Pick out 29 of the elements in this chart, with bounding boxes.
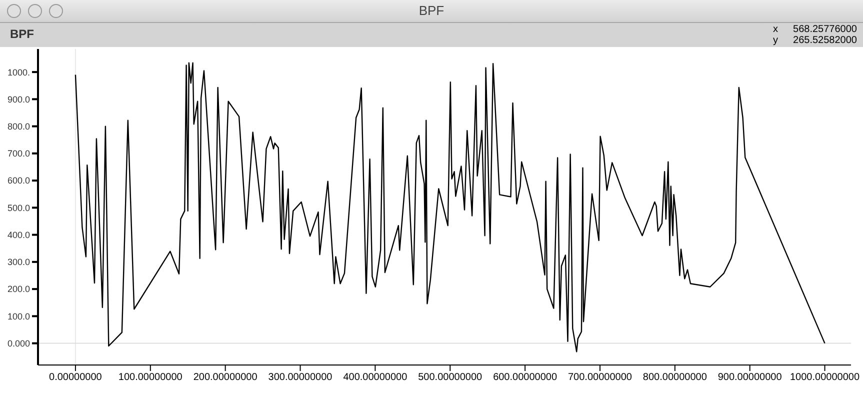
text: x [773, 24, 780, 35]
y-tick-label: 300.0 [7, 257, 30, 268]
x-tick-label: 900.00000000 [718, 372, 782, 384]
y-tick-label: 700.0 [7, 148, 30, 159]
x-tick-label: 700.00000000 [568, 372, 632, 384]
x-tick-label: 800.00000000 [642, 372, 708, 384]
x-tick-label: 100.00000000 [118, 372, 183, 384]
y-tick-label: 400.0 [7, 230, 30, 240]
text: 568.25776000 [793, 24, 857, 35]
y-tick-label: 900.0 [7, 94, 30, 104]
y-tick-label: 800.0 [7, 122, 30, 132]
y-tick-label: 100.0 [7, 311, 30, 322]
x-tick-label: 1000.00000000 [790, 372, 860, 384]
x-tick-label: 400.00000000 [343, 372, 408, 384]
y-tick-label: 0.000 [7, 338, 30, 348]
chart-title: BPF [0, 0, 863, 23]
x-tick-label: 600.00000000 [493, 372, 558, 384]
x-tick-label: 0.00000000 [49, 372, 102, 384]
x-tick-label: 500.00000000 [418, 372, 483, 384]
chart-subtitle: BPF [10, 27, 34, 41]
text: 265.52582000 [793, 35, 857, 46]
y-tick-label: 1000. [7, 67, 30, 78]
line-series [74, 62, 826, 352]
y-tick-label: 200.0 [7, 284, 30, 294]
y-tick-label: 500.0 [7, 202, 30, 213]
text: y [773, 35, 780, 46]
x-tick-label: 300.00000000 [268, 372, 333, 384]
x-tick-label: 200.00000000 [193, 372, 258, 384]
y-tick-label: 600.0 [7, 176, 30, 186]
